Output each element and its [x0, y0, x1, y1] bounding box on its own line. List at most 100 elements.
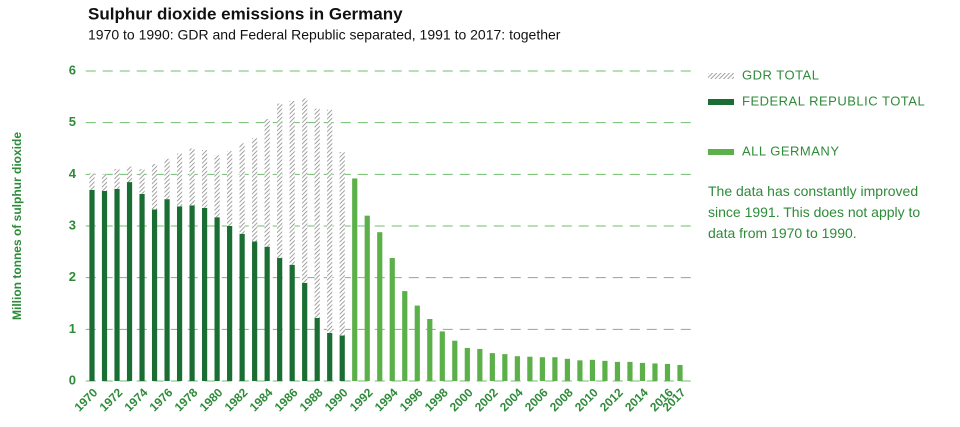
bar — [114, 188, 120, 381]
legend-label: ALL GERMANY — [742, 143, 840, 158]
bar — [302, 98, 308, 283]
x-tick-label: 1998 — [422, 385, 451, 414]
bar — [477, 348, 483, 381]
x-tick-label: 1992 — [347, 385, 376, 414]
y-tick-label: 4 — [69, 166, 77, 181]
bar — [289, 264, 295, 381]
bar — [327, 332, 333, 381]
bar — [552, 357, 558, 381]
bar — [314, 108, 320, 318]
y-tick-label: 1 — [69, 321, 76, 336]
bar — [114, 169, 120, 189]
bar — [652, 363, 658, 381]
bar — [227, 226, 233, 381]
bar — [627, 361, 633, 381]
bar — [427, 319, 433, 381]
bar — [151, 164, 158, 210]
bar — [176, 153, 183, 207]
x-tick-label: 1990 — [322, 385, 351, 414]
bar — [164, 199, 170, 381]
bar — [151, 209, 158, 381]
bar — [464, 347, 470, 381]
bar — [89, 173, 95, 190]
y-tick-label: 0 — [69, 372, 76, 387]
bar — [201, 150, 208, 208]
bar — [339, 335, 345, 381]
x-tick-label: 1970 — [72, 385, 101, 414]
bar — [539, 357, 545, 381]
bar — [577, 360, 583, 381]
bar — [589, 359, 596, 381]
bar — [389, 258, 395, 381]
bar — [264, 246, 270, 381]
x-tick-label: 1996 — [397, 385, 426, 414]
x-tick-label: 1986 — [272, 385, 301, 414]
bar — [252, 241, 258, 381]
bar — [176, 206, 183, 381]
bar — [201, 207, 208, 381]
x-tick-label: 1974 — [122, 385, 151, 414]
y-tick-label: 2 — [69, 269, 76, 284]
x-tick-label: 1976 — [147, 385, 176, 414]
legend-swatch — [708, 149, 734, 155]
bar — [139, 169, 145, 194]
bar — [101, 190, 108, 381]
bar — [89, 189, 95, 381]
bar — [289, 100, 295, 265]
bar — [264, 119, 270, 247]
bar — [239, 143, 245, 234]
x-tick-label: 1980 — [197, 385, 226, 414]
bar — [527, 356, 533, 381]
bar — [189, 148, 195, 206]
bar — [664, 363, 671, 381]
legend-label: GDR TOTAL — [742, 67, 819, 82]
x-tick-label: 2002 — [472, 385, 501, 414]
bar — [414, 305, 420, 381]
bar — [677, 364, 683, 381]
bar — [214, 155, 220, 218]
x-tick-label: 1972 — [97, 385, 126, 414]
x-tick-label: 1994 — [372, 385, 401, 414]
x-tick-label: 2010 — [572, 385, 601, 414]
x-tick-label: 2006 — [522, 385, 551, 414]
bar — [352, 178, 358, 381]
bar — [452, 340, 458, 381]
legend-swatch — [708, 99, 734, 105]
chart-title: Sulphur dioxide emissions in Germany — [88, 4, 403, 23]
bar — [602, 360, 608, 381]
bar — [126, 182, 133, 381]
y-axis-label: Million tonnes of sulphur dioxide — [10, 132, 24, 320]
y-tick-label: 3 — [69, 217, 76, 232]
bar — [214, 217, 220, 381]
bar — [314, 317, 320, 381]
bar — [101, 174, 108, 191]
bar — [239, 233, 245, 381]
bar — [502, 354, 508, 381]
x-tick-label: 1988 — [297, 385, 326, 414]
x-tick-label: 2000 — [447, 385, 476, 414]
x-tick-label: 1984 — [247, 385, 276, 414]
bar — [377, 232, 383, 381]
chart-subtitle: 1970 to 1990: GDR and Federal Republic s… — [88, 27, 561, 43]
bar — [327, 109, 333, 333]
bar — [164, 158, 170, 200]
bar — [364, 215, 370, 381]
bar — [489, 353, 495, 381]
legend-label: FEDERAL REPUBLIC TOTAL — [742, 93, 925, 108]
bar — [564, 358, 571, 381]
bar — [252, 138, 258, 242]
bar — [439, 331, 445, 381]
bar — [339, 152, 345, 336]
y-tick-label: 5 — [69, 114, 76, 129]
x-tick-label: 2004 — [497, 385, 526, 414]
x-tick-label: 1978 — [172, 385, 201, 414]
x-tick-label: 2012 — [597, 385, 626, 414]
bar — [139, 193, 145, 381]
y-tick-label: 6 — [69, 62, 76, 77]
bar — [639, 362, 646, 381]
bar — [302, 282, 308, 381]
bar — [614, 361, 621, 381]
bar — [277, 258, 283, 381]
